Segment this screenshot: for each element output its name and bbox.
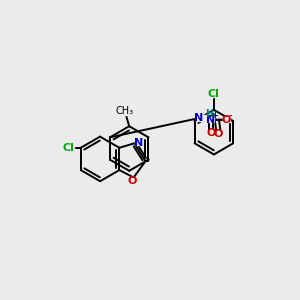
Bar: [223, 117, 230, 122]
Text: O: O: [222, 115, 231, 124]
Text: +: +: [211, 112, 218, 121]
Text: O: O: [214, 129, 223, 140]
Text: Cl: Cl: [62, 143, 74, 153]
Bar: [62, 145, 74, 151]
Text: CH₃: CH₃: [116, 106, 134, 116]
Bar: [208, 90, 220, 97]
Text: Cl: Cl: [208, 88, 220, 98]
Bar: [215, 131, 222, 137]
Text: -: -: [228, 112, 232, 121]
Text: O: O: [128, 176, 137, 186]
Bar: [118, 108, 131, 115]
Bar: [129, 178, 136, 184]
Text: N: N: [206, 115, 216, 124]
Bar: [208, 117, 214, 122]
Bar: [135, 140, 142, 145]
Text: N: N: [194, 113, 203, 123]
Text: O: O: [206, 128, 216, 138]
Bar: [196, 115, 208, 121]
Bar: [208, 130, 214, 136]
Text: N: N: [134, 138, 143, 148]
Text: H: H: [205, 110, 213, 119]
